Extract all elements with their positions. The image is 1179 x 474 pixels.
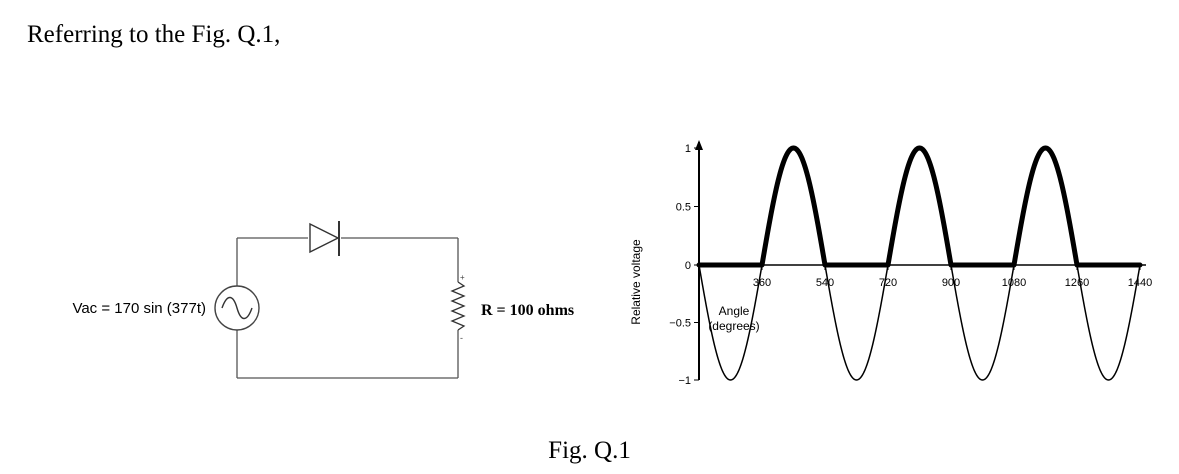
resistor-symbol [450,281,466,331]
waveform-chart: 360 540 720 900 1080 1260 1440 1 0.5 0 −0.5 −1 Rel… [629,140,1152,387]
plus-sign: + [460,273,465,282]
sine-wave-icon [221,296,253,320]
x-tick-label: 720 [879,277,897,289]
x-tick-label: 900 [942,277,960,289]
y-axis-label: Relative voltage [629,239,643,325]
x-axis-label-line2: (degrees) [708,319,759,333]
y-tick-label: −0.5 [669,318,691,330]
x-tick-label: 360 [753,277,771,289]
intro-text: Referring to the Fig. Q.1, [27,21,281,48]
rectified-wave-line [696,145,1143,268]
x-tick-label: 1260 [1065,277,1089,289]
y-tick-label: 0.5 [676,202,691,214]
y-tick-label: −1 [678,375,691,387]
source-label: Vac = 170 sin (377t) [72,300,206,317]
x-axis-label-line1: Angle [719,304,750,318]
y-tick-label: 1 [685,143,691,155]
x-tick-label: 540 [816,277,834,289]
sine-wave-line [698,147,1141,381]
diode-symbol [309,221,340,256]
x-tick-label: 1080 [1002,277,1026,289]
minus-sign: - [460,333,463,343]
resistor-label: R = 100 ohms [481,302,574,319]
y-tick-label: 0 [685,260,691,272]
circuit-diagram: + - Vac = 170 sin (377t) R = 100 ohms [72,221,574,379]
ac-source-symbol [214,285,260,331]
x-tick-label: 1440 [1128,277,1152,289]
figure-caption: Fig. Q.1 [548,437,631,464]
